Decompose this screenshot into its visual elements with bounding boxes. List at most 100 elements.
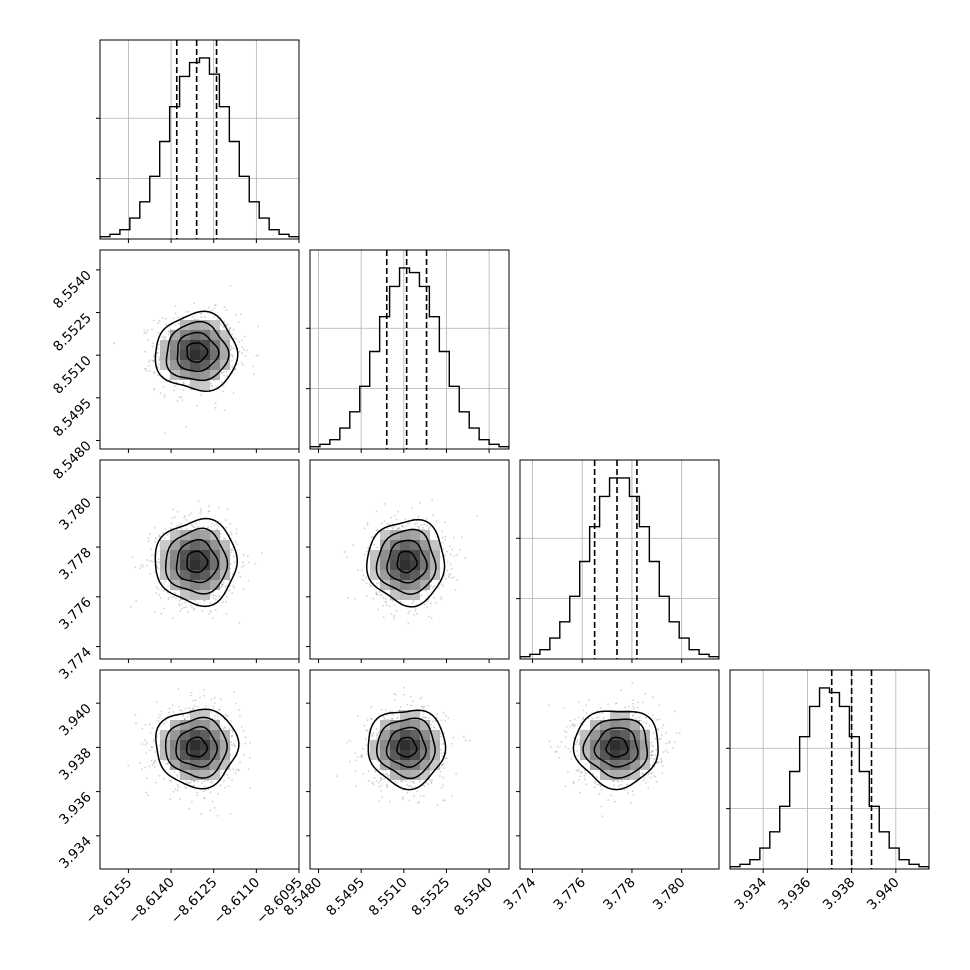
- scatter-point: [203, 694, 206, 697]
- density-cell: [220, 730, 230, 740]
- scatter-point: [226, 508, 229, 511]
- scatter-point: [370, 706, 373, 709]
- density-cell: [200, 360, 210, 370]
- scatter-point: [254, 562, 257, 565]
- density-cell: [390, 570, 400, 580]
- scatter-point: [230, 551, 233, 554]
- density-cell: [420, 540, 430, 550]
- density-cell: [180, 750, 190, 760]
- density-cell: [200, 380, 210, 390]
- scatter-point: [397, 510, 399, 513]
- scatter-point: [167, 598, 170, 600]
- scatter-point: [439, 770, 442, 773]
- scatter-point: [158, 357, 161, 360]
- scatter-point: [232, 730, 234, 733]
- scatter-point: [204, 705, 207, 707]
- scatter-point: [428, 526, 431, 529]
- scatter-point: [219, 532, 222, 535]
- scatter-point: [445, 757, 448, 759]
- scatter-point: [172, 790, 175, 793]
- scatter-point: [445, 752, 448, 754]
- density-cell: [390, 740, 400, 750]
- scatter-point: [398, 709, 400, 712]
- scatter-point: [401, 779, 404, 782]
- scatter-point: [185, 780, 188, 782]
- scatter-point: [408, 521, 411, 524]
- scatter-point: [475, 515, 478, 517]
- scatter-point: [226, 773, 229, 776]
- density-cell: [170, 330, 180, 340]
- density-cell: [370, 550, 380, 560]
- scatter-point: [464, 739, 467, 742]
- contour-level: [375, 528, 437, 595]
- scatter-point: [163, 336, 165, 339]
- scatter-point: [257, 325, 260, 328]
- scatter-point: [430, 782, 433, 784]
- density-cell: [180, 320, 190, 330]
- scatter-point: [219, 586, 222, 589]
- scatter-point: [360, 578, 363, 581]
- density-cell: [210, 770, 220, 780]
- scatter-point: [392, 713, 395, 716]
- scatter-point: [176, 775, 179, 778]
- scatter-point: [230, 353, 233, 356]
- scatter-point: [183, 382, 186, 385]
- density-cell: [210, 360, 220, 370]
- scatter-point: [134, 714, 137, 716]
- scatter-point: [188, 807, 191, 810]
- scatter-point: [452, 737, 455, 739]
- density-cell: [220, 740, 230, 750]
- panel-frame: [519, 459, 720, 660]
- scatter-point: [153, 372, 155, 374]
- scatter-point: [209, 809, 212, 812]
- scatter-point: [157, 322, 160, 325]
- scatter-point: [390, 516, 393, 519]
- scatter-point: [232, 347, 235, 349]
- scatter-point: [366, 550, 368, 553]
- scatter-point: [201, 610, 204, 612]
- scatter-point: [582, 709, 585, 712]
- scatter-point: [346, 556, 348, 559]
- scatter-point: [186, 610, 189, 613]
- scatter-point: [153, 387, 156, 390]
- scatter-point: [442, 760, 445, 762]
- scatter-point: [362, 574, 365, 577]
- scatter-point: [225, 715, 228, 718]
- density-cell: [170, 760, 180, 770]
- scatter-point: [140, 768, 143, 771]
- scatter-point: [207, 788, 210, 791]
- density-cell: [160, 540, 170, 550]
- scatter-point: [220, 381, 223, 383]
- scatter-point: [436, 804, 439, 806]
- scatter-point: [179, 709, 182, 712]
- scatter-point: [209, 611, 212, 613]
- scatter-point: [443, 575, 446, 577]
- scatter-point: [223, 726, 226, 729]
- scatter-point: [223, 306, 226, 309]
- scatter-point: [181, 315, 184, 318]
- scatter-point: [154, 611, 156, 614]
- density-cell: [430, 730, 440, 740]
- scatter-point: [360, 569, 363, 572]
- scatter-point: [412, 599, 415, 602]
- scatter-point: [441, 541, 444, 544]
- density-cell: [190, 710, 200, 720]
- scatter-point: [213, 806, 216, 809]
- scatter-point: [212, 597, 215, 600]
- scatter-point: [412, 782, 415, 784]
- scatter-point: [246, 555, 249, 558]
- scatter-point: [158, 359, 161, 362]
- density-cell: [180, 360, 190, 370]
- scatter-point: [365, 582, 368, 585]
- scatter-point: [569, 725, 572, 728]
- scatter-point: [223, 409, 226, 412]
- scatter-point: [388, 523, 391, 526]
- scatter-point: [385, 598, 387, 600]
- scatter-point: [148, 360, 150, 363]
- scatter-point: [226, 375, 229, 377]
- scatter-point: [221, 583, 224, 586]
- scatter-point: [151, 560, 154, 563]
- scatter-point: [411, 507, 414, 509]
- scatter-point: [170, 522, 173, 525]
- scatter-point: [195, 522, 198, 525]
